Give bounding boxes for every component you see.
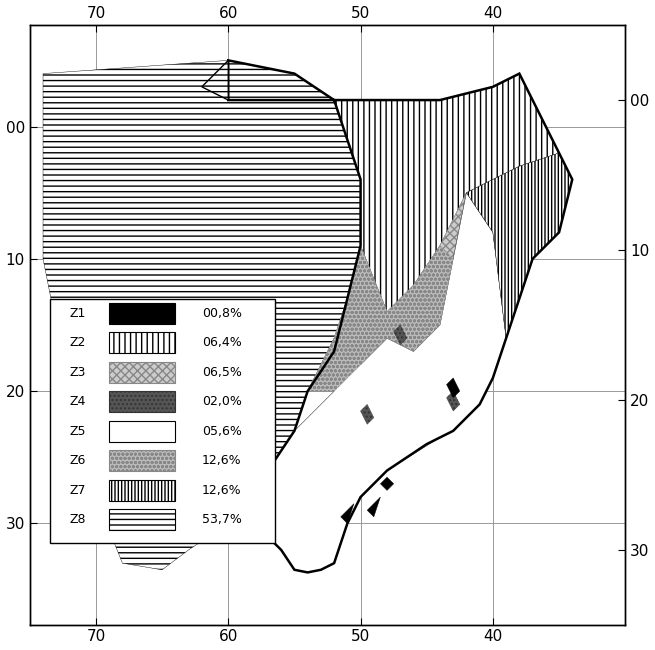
Text: 05,6%: 05,6% bbox=[202, 424, 242, 437]
Text: Z4: Z4 bbox=[69, 395, 86, 408]
Text: Z7: Z7 bbox=[69, 484, 86, 497]
Polygon shape bbox=[202, 60, 228, 100]
Text: 53,7%: 53,7% bbox=[202, 514, 242, 526]
Text: 02,0%: 02,0% bbox=[202, 395, 242, 408]
Text: 00,8%: 00,8% bbox=[202, 307, 242, 320]
Polygon shape bbox=[334, 73, 559, 312]
Polygon shape bbox=[447, 378, 460, 398]
Bar bbox=[109, 450, 176, 471]
Text: 06,4%: 06,4% bbox=[202, 336, 242, 349]
Text: Z6: Z6 bbox=[69, 454, 86, 467]
Polygon shape bbox=[43, 60, 361, 570]
Polygon shape bbox=[308, 246, 453, 391]
Bar bbox=[109, 303, 176, 324]
Polygon shape bbox=[341, 504, 354, 523]
Polygon shape bbox=[367, 497, 381, 517]
Polygon shape bbox=[440, 153, 572, 437]
Bar bbox=[109, 332, 176, 353]
Polygon shape bbox=[361, 404, 374, 424]
Text: 12,6%: 12,6% bbox=[202, 454, 242, 467]
Text: Z2: Z2 bbox=[69, 336, 86, 349]
Text: Z1: Z1 bbox=[69, 307, 86, 320]
Polygon shape bbox=[308, 192, 466, 391]
Bar bbox=[109, 362, 176, 383]
Bar bbox=[50, 298, 274, 543]
Bar bbox=[109, 391, 176, 412]
Text: 12,6%: 12,6% bbox=[202, 484, 242, 497]
Text: Z8: Z8 bbox=[69, 514, 86, 526]
Bar bbox=[109, 480, 176, 500]
Polygon shape bbox=[394, 325, 407, 345]
Polygon shape bbox=[447, 391, 460, 411]
Text: Z3: Z3 bbox=[69, 366, 86, 379]
Text: Z5: Z5 bbox=[69, 424, 86, 437]
Bar bbox=[109, 421, 176, 441]
Bar bbox=[109, 510, 176, 530]
Polygon shape bbox=[381, 477, 394, 490]
Text: 06,5%: 06,5% bbox=[202, 366, 242, 379]
Polygon shape bbox=[255, 192, 506, 573]
